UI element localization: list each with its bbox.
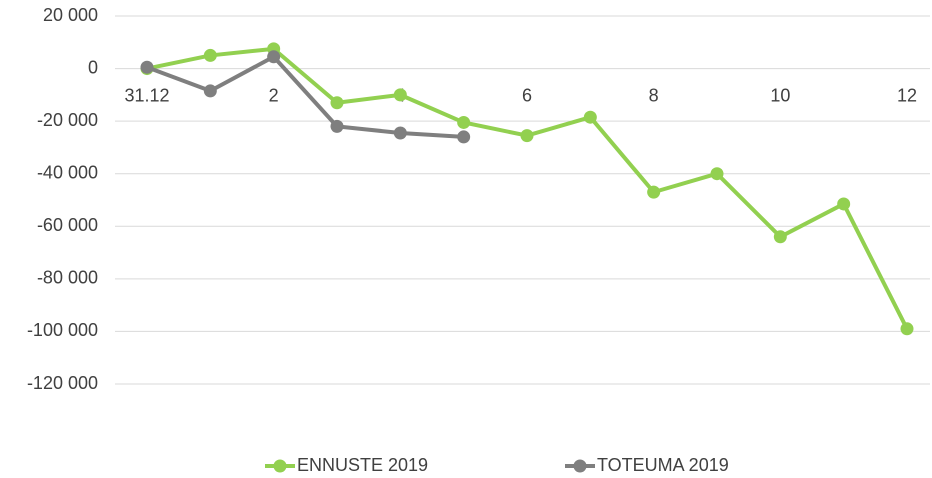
legend-marker (573, 459, 587, 473)
y-tick-label: 0 (88, 57, 98, 77)
y-tick-label: -100 000 (27, 320, 98, 340)
legend-marker (273, 459, 287, 473)
x-tick-label: 8 (649, 85, 659, 105)
legend-label: ENNUSTE 2019 (297, 455, 428, 475)
x-tick-label: 12 (897, 85, 917, 105)
x-tick-label: 31.12 (124, 85, 169, 105)
y-tick-label: -80 000 (37, 268, 98, 288)
data-point (583, 110, 597, 124)
data-point (140, 60, 154, 74)
y-tick-label: -120 000 (27, 373, 98, 393)
legend-label: TOTEUMA 2019 (597, 455, 729, 475)
data-point (900, 322, 914, 336)
series-line (146, 54, 464, 139)
y-tick-label: -20 000 (37, 110, 98, 130)
x-tick-label: 2 (269, 85, 279, 105)
data-point (773, 230, 787, 244)
y-tick-label: -40 000 (37, 162, 98, 182)
data-point (457, 130, 471, 144)
data-point (330, 119, 344, 133)
data-point (393, 126, 407, 140)
data-point (457, 115, 471, 129)
data-point (710, 167, 724, 181)
x-tick-label: 10 (770, 85, 790, 105)
data-point (203, 84, 217, 98)
data-point (520, 129, 534, 143)
data-point (330, 96, 344, 110)
data-point (203, 48, 217, 62)
data-point (267, 50, 281, 64)
data-point (837, 197, 851, 211)
data-point (647, 185, 661, 199)
y-tick-label: -60 000 (37, 215, 98, 235)
y-tick-label: 20 000 (43, 5, 98, 25)
x-tick-label: 6 (522, 85, 532, 105)
data-point (393, 88, 407, 102)
